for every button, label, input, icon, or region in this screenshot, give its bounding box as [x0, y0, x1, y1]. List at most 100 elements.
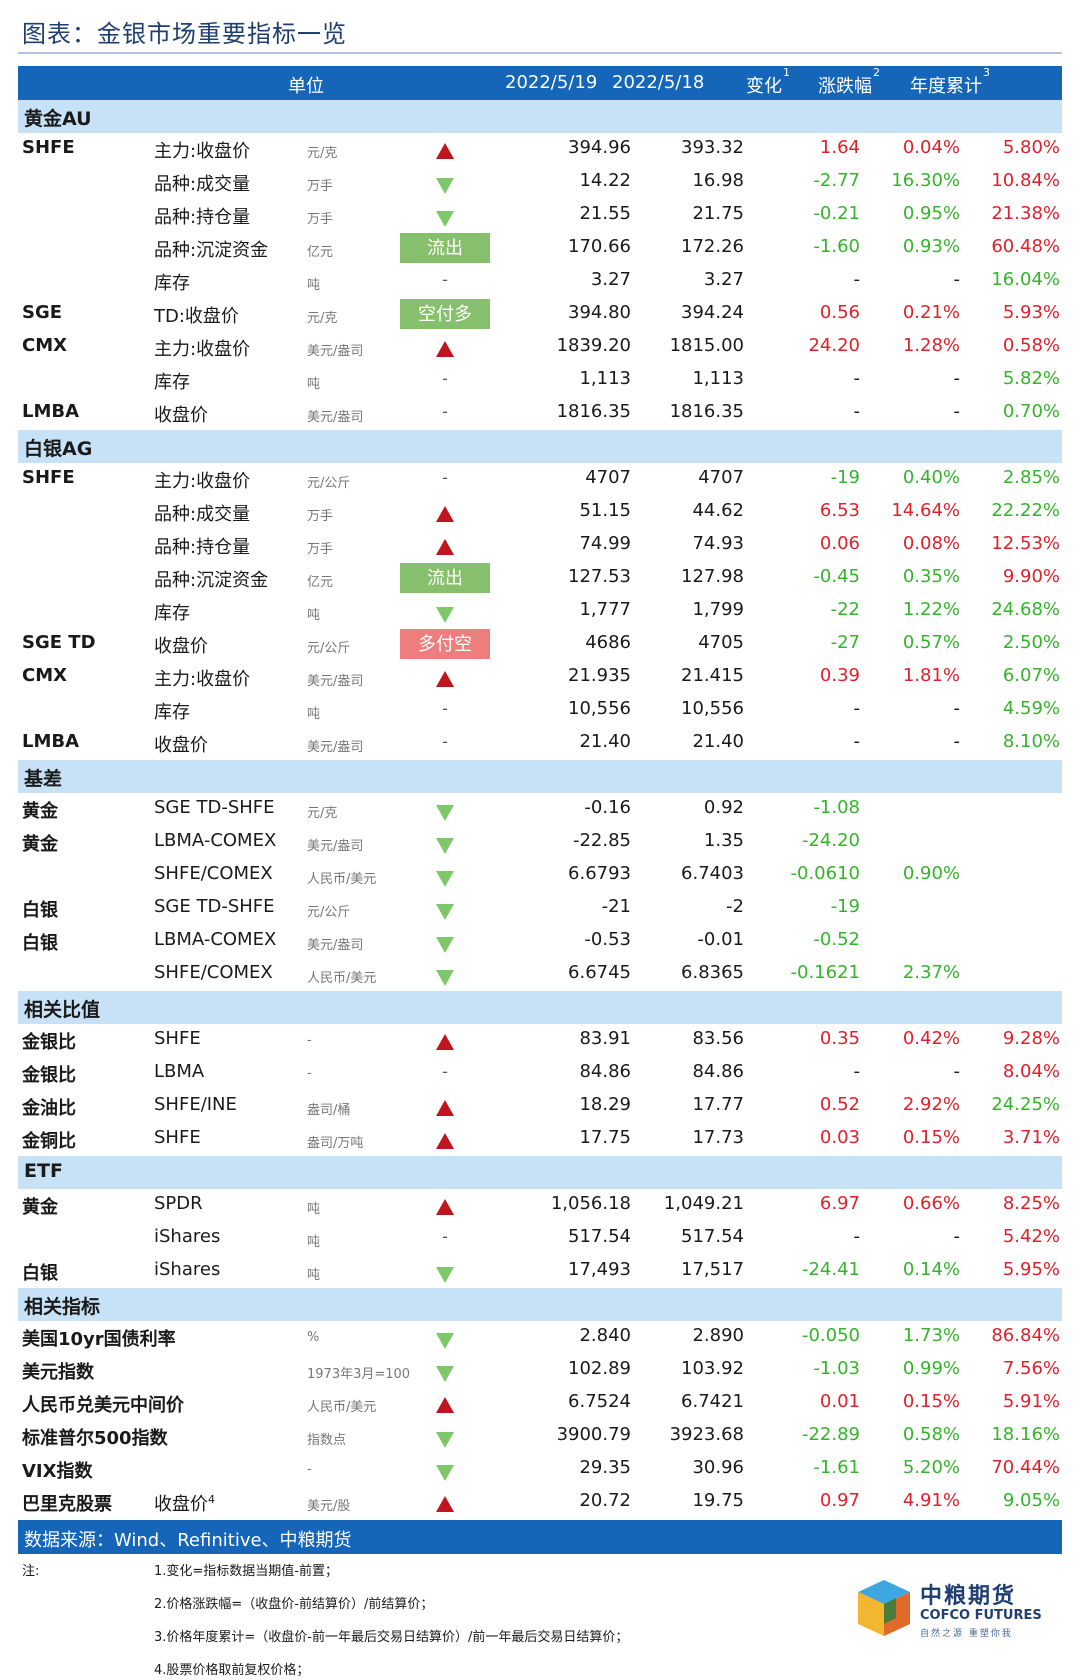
title-divider — [18, 52, 1062, 54]
row-item-label: LBMA — [154, 1061, 205, 1082]
value-date-1: 517.54 — [568, 1226, 631, 1247]
table-row: iShares 吨 - 517.54 517.54 - - 5.42% — [18, 1222, 1062, 1255]
row-item: 主力:收盘价 — [154, 665, 250, 691]
value-date-2: 19.75 — [692, 1490, 744, 1511]
row-unit: 吨 — [307, 1235, 321, 1250]
row-unit: 美元/盎司 — [307, 410, 364, 425]
row-unit: 美元/股 — [307, 1499, 351, 1514]
row-item: SHFE/COMEX — [154, 962, 273, 983]
value-pct-change: 14.64% — [891, 500, 960, 521]
header-pct-change: 涨跌幅2 — [818, 66, 880, 97]
row-item: 主力:收盘价 — [154, 467, 250, 493]
indicator-table: 单位 2022/5/19 2022/5/18 变化1 涨跌幅2 年度累计3 黄金… — [18, 66, 1062, 1519]
value-ytd: 0.58% — [1002, 335, 1060, 356]
value-date-1: 6.6745 — [568, 962, 631, 983]
row-unit: - — [307, 1033, 312, 1048]
value-date-2: 84.86 — [692, 1061, 744, 1082]
row-name: 标准普尔500指数 — [22, 1428, 168, 1449]
row-signal — [400, 662, 490, 692]
value-date-1: 3900.79 — [556, 1424, 631, 1445]
row-unit: 万手 — [307, 509, 334, 524]
down-triangle-icon — [436, 211, 454, 227]
no-change-dash: - — [442, 732, 448, 751]
header-date-2: 2022/5/18 — [612, 72, 705, 93]
value-date-2: 1,799 — [692, 599, 744, 620]
row-item: 收盘价 — [154, 731, 208, 757]
value-change: -2.77 — [813, 170, 860, 191]
value-date-1: 4686 — [585, 632, 631, 653]
value-pct-change: 0.95% — [902, 203, 960, 224]
up-triangle-icon — [436, 539, 454, 555]
value-date-1: 3.27 — [590, 269, 631, 290]
row-signal — [400, 530, 490, 560]
value-date-1: 17,493 — [568, 1259, 631, 1280]
value-change: - — [853, 401, 861, 422]
row-item-label: 收盘价 — [154, 1494, 208, 1515]
row-signal — [400, 167, 490, 197]
row-item-label: 品种:沉淀资金 — [154, 570, 269, 591]
value-change: 6.97 — [819, 1193, 860, 1214]
up-triangle-icon — [436, 506, 454, 522]
row-unit: 元/公斤 — [307, 905, 351, 920]
logo-cn-text: 中粮期货 — [920, 1584, 1017, 1609]
table-row: 黄金 SPDR 吨 1,056.18 1,049.21 6.97 0.66% 8.25% — [18, 1189, 1062, 1222]
down-triangle-icon — [436, 1465, 454, 1481]
section-header: ETF — [18, 1156, 1062, 1189]
row-signal — [400, 959, 490, 989]
up-triangle-icon — [436, 1133, 454, 1149]
value-date-1: 74.99 — [579, 533, 631, 554]
value-date-1: 51.15 — [579, 500, 631, 521]
row-item-label: SGE TD-SHFE — [154, 797, 275, 818]
value-date-1: 1,777 — [579, 599, 631, 620]
row-unit: 吨 — [307, 377, 321, 392]
section-title: 基差 — [24, 768, 63, 790]
row-name: SHFE — [22, 137, 75, 158]
row-signal — [400, 1256, 490, 1286]
table-row: 库存 吨 - 1,113 1,113 - - 5.82% — [18, 364, 1062, 397]
value-date-2: 127.98 — [681, 566, 744, 587]
value-date-2: 1,113 — [692, 368, 744, 389]
value-ytd: 5.82% — [1002, 368, 1060, 389]
value-date-2: 394.24 — [681, 302, 744, 323]
value-pct-change: 4.91% — [902, 1490, 960, 1511]
row-item-label: 收盘价 — [154, 405, 208, 426]
value-pct-change: 0.57% — [902, 632, 960, 653]
value-ytd: 5.80% — [1002, 137, 1060, 158]
value-ytd: 5.91% — [1002, 1391, 1060, 1412]
value-ytd: 3.71% — [1002, 1127, 1060, 1148]
value-date-1: 29.35 — [579, 1457, 631, 1478]
value-change: -0.1621 — [790, 962, 860, 983]
value-ytd: 8.25% — [1002, 1193, 1060, 1214]
row-item-label: 品种:成交量 — [154, 174, 251, 195]
value-date-2: 83.56 — [692, 1028, 744, 1049]
value-date-2: 1816.35 — [669, 401, 744, 422]
row-name: SHFE — [22, 467, 75, 488]
value-change: - — [853, 1226, 861, 1247]
row-item-label: SPDR — [154, 1193, 203, 1214]
value-ytd: 5.93% — [1002, 302, 1060, 323]
value-pct-change: 0.15% — [902, 1127, 960, 1148]
row-item-label: 库存 — [154, 603, 190, 624]
table-row: SGE TD 收盘价 元/公斤 多付空 4686 4705 -27 0.57% 2.50% — [18, 628, 1062, 661]
row-unit: 盎司/万吨 — [307, 1136, 364, 1151]
value-change: 0.39 — [819, 665, 860, 686]
row-unit: 元/公斤 — [307, 641, 351, 656]
value-date-1: -0.53 — [584, 929, 631, 950]
value-pct-change: 2.92% — [902, 1094, 960, 1115]
row-unit: 元/公斤 — [307, 476, 351, 491]
row-item: 品种:成交量 — [154, 500, 250, 526]
value-pct-change: 0.40% — [902, 467, 960, 488]
row-name: 黄金 — [22, 1197, 58, 1218]
no-change-dash: - — [442, 369, 448, 388]
value-date-1: 4707 — [585, 467, 631, 488]
row-unit: 万手 — [307, 542, 334, 557]
value-change: -0.050 — [801, 1325, 860, 1346]
down-triangle-icon — [436, 838, 454, 854]
row-item-label: SHFE/COMEX — [154, 962, 273, 983]
row-item: 品种:沉淀资金 — [154, 566, 268, 592]
up-triangle-icon — [436, 143, 454, 159]
row-item-label: SGE TD-SHFE — [154, 896, 275, 917]
note-1: 1.变化=指标数据当期值-前置； — [154, 1564, 338, 1579]
value-date-2: 6.7421 — [681, 1391, 744, 1412]
value-ytd: 0.70% — [1002, 401, 1060, 422]
